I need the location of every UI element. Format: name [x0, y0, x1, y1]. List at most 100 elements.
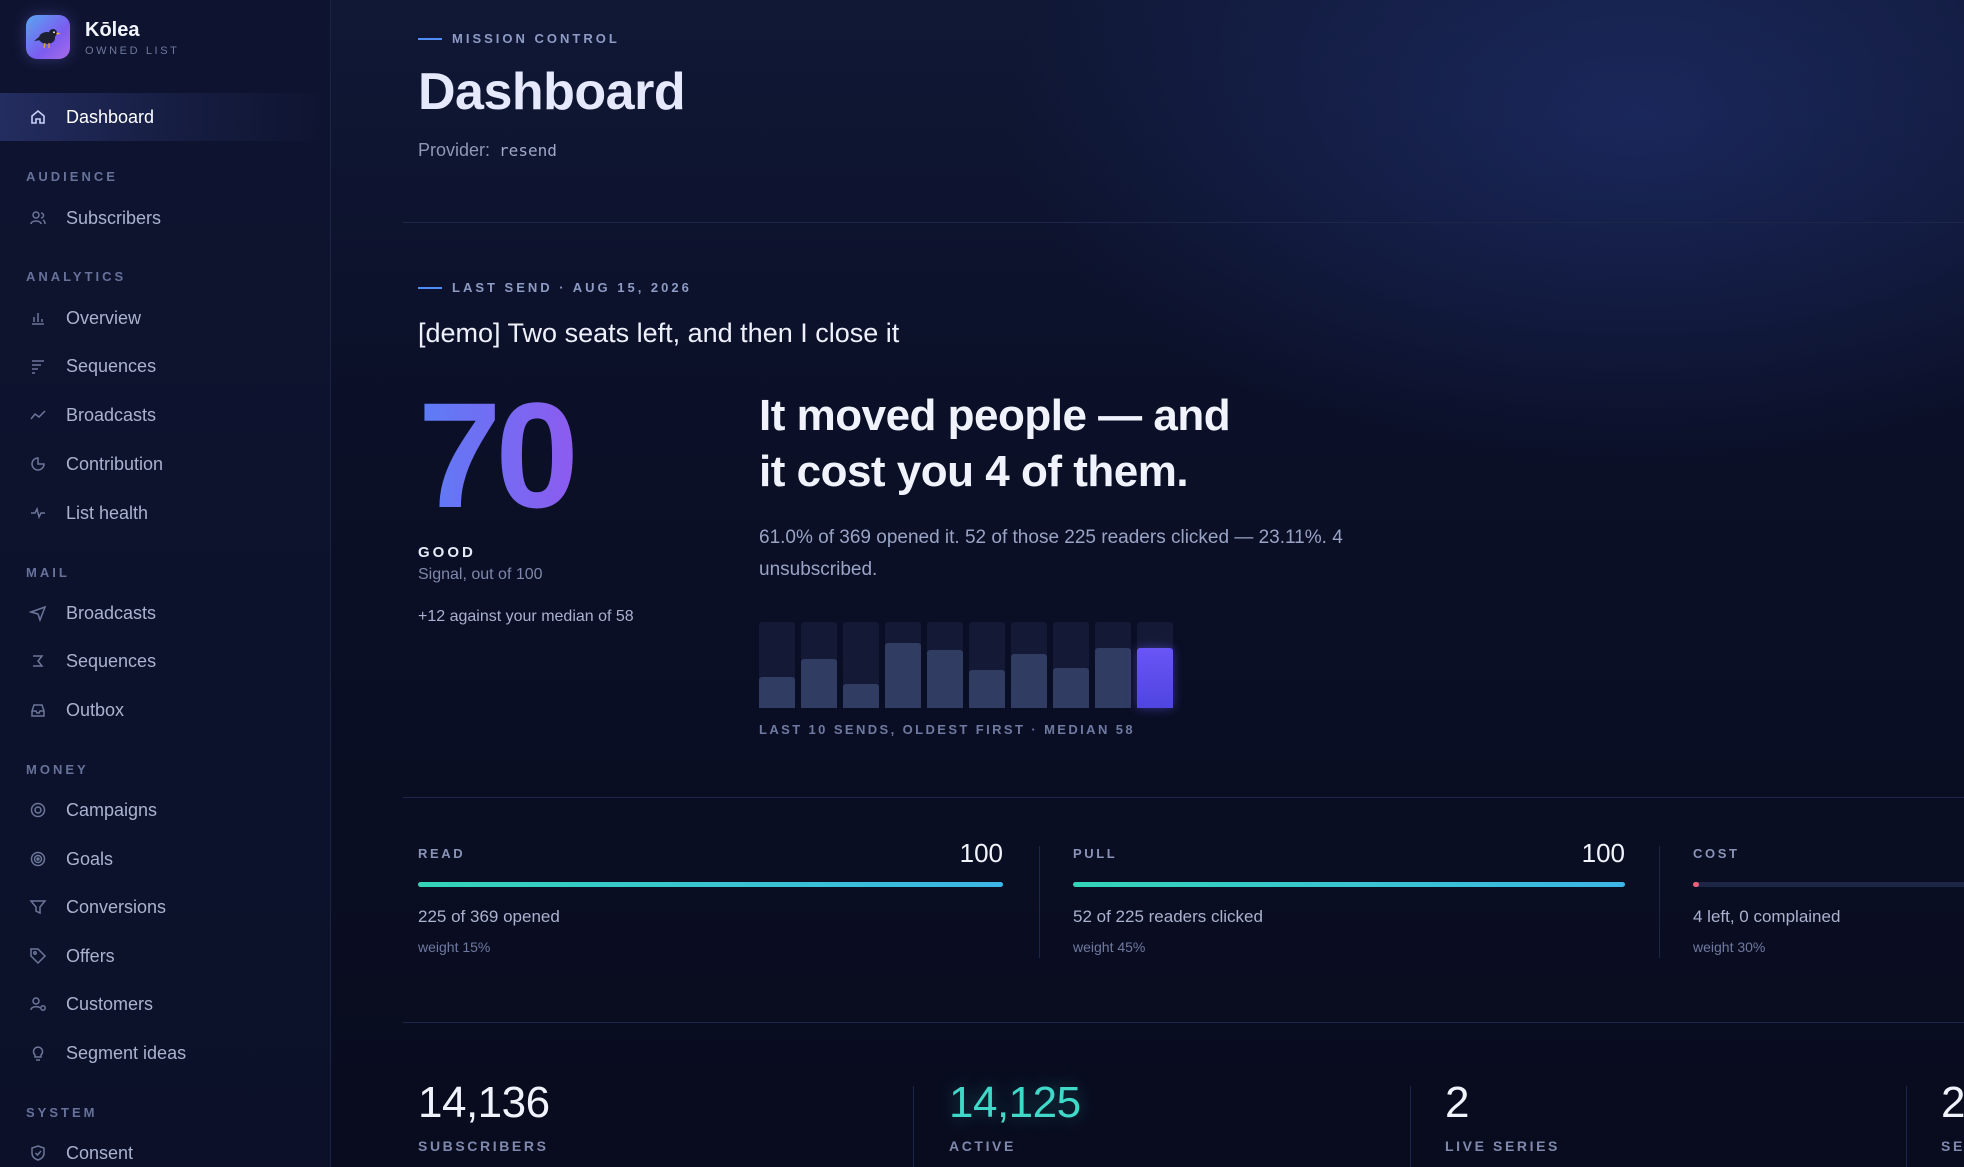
provider-line: Provider: resend	[418, 140, 557, 161]
column-divider	[1659, 846, 1660, 958]
sparkline-bar[interactable]	[1095, 648, 1131, 708]
sidebar-item-subscribers[interactable]: Subscribers	[0, 194, 331, 242]
sidebar-item-label: Conversions	[66, 896, 167, 917]
sidebar-item-consent[interactable]: Consent	[0, 1129, 331, 1167]
sparkline-bar[interactable]	[759, 677, 795, 708]
sparkline-bar[interactable]	[885, 643, 921, 708]
pulse-icon	[26, 501, 50, 525]
column-divider	[1906, 1086, 1907, 1167]
sidebar-item-sequences-mail[interactable]: Sequences	[0, 637, 331, 685]
component-read: READ 100 225 of 369 opened weight 15%	[418, 838, 1003, 955]
vs-median: +12 against your median of 58	[418, 608, 634, 625]
sidebar-item-broadcasts-mail[interactable]: Broadcasts	[0, 589, 331, 637]
component-cost: COST 4 left, 0 complained weight 30%	[1693, 846, 1964, 955]
sidebar-item-label: Overview	[66, 307, 142, 328]
component-value: 100	[959, 838, 1003, 868]
sparkline-bar[interactable]	[1011, 654, 1047, 708]
sidebar-item-overview[interactable]: Overview	[0, 294, 331, 342]
component-value: 100	[1581, 838, 1625, 868]
headline-line-1: It moved people — and	[759, 391, 1231, 440]
sparkline-slot	[1095, 622, 1131, 708]
last-send-subject[interactable]: [demo] Two seats left, and then I close …	[418, 318, 900, 348]
filter-icon	[26, 895, 50, 919]
sidebar-item-broadcasts-analytics[interactable]: Broadcasts	[0, 391, 331, 439]
divider	[403, 1022, 1964, 1023]
sequence-icon	[26, 649, 50, 673]
sparkline-caption: LAST 10 SENDS, OLDEST FIRST · MEDIAN 58	[759, 722, 1136, 737]
component-fill	[418, 882, 1003, 887]
trend-icon	[26, 403, 50, 427]
provider-label: Provider:	[418, 140, 491, 160]
inbox-icon	[26, 698, 50, 722]
page-title: Dashboard	[418, 63, 686, 121]
sidebar-item-label: Customers	[66, 993, 154, 1014]
sidebar-item-campaigns[interactable]: Campaigns	[0, 786, 331, 834]
sidebar-item-label: Goals	[66, 848, 114, 869]
component-track	[1693, 882, 1964, 887]
last-send-date: LAST SEND · AUG 15, 2026	[452, 280, 692, 295]
bar-chart-icon	[26, 306, 50, 330]
sparkline-bar[interactable]	[1053, 668, 1089, 708]
section-label-mail: MAIL	[26, 565, 70, 580]
sidebar-item-label: Outbox	[66, 699, 125, 720]
sidebar-item-list-health[interactable]: List health	[0, 489, 331, 537]
component-weight: weight 30%	[1693, 939, 1766, 955]
header-eyebrow-text: MISSION CONTROL	[452, 31, 620, 46]
component-fill	[1073, 882, 1625, 887]
sidebar-item-label: Contribution	[66, 453, 164, 474]
stat-live-series: 2 LIVE SERIES	[1445, 1078, 1560, 1154]
sparkline-slot	[927, 622, 963, 708]
users-icon	[26, 206, 50, 230]
sidebar-item-segment-ideas[interactable]: Segment ideas	[0, 1029, 331, 1077]
sparkline-slot	[885, 622, 921, 708]
sidebar-item-conversions[interactable]: Conversions	[0, 883, 331, 931]
sparkline-bar[interactable]	[843, 684, 879, 708]
sidebar-item-label: Sequences	[66, 650, 157, 671]
component-track	[418, 882, 1003, 887]
customer-icon	[26, 992, 50, 1016]
stat-value: 2	[1941, 1078, 1964, 1127]
sparkline-bar[interactable]	[801, 659, 837, 708]
sidebar: Kōlea OWNED LIST Dashboard AUDIENCE Subs…	[0, 0, 331, 1167]
sidebar-item-customers[interactable]: Customers	[0, 980, 331, 1028]
eyebrow-dash	[418, 286, 442, 289]
send-summary: 61.0% of 369 opened it. 52 of those 225 …	[759, 527, 1343, 580]
section-label-money: MONEY	[26, 762, 89, 777]
sparkline-chart	[759, 622, 1179, 708]
sidebar-item-dashboard[interactable]: Dashboard	[0, 93, 331, 141]
sidebar-item-label: Segment ideas	[66, 1042, 187, 1063]
tag-icon	[26, 944, 50, 968]
sidebar-item-sequences-analytics[interactable]: Sequences	[0, 342, 331, 390]
target-icon	[26, 798, 50, 822]
sparkline-slot	[843, 622, 879, 708]
sparkline-bar[interactable]	[927, 650, 963, 708]
sidebar-item-outbox[interactable]: Outbox	[0, 686, 331, 734]
brand-name: Kōlea	[85, 18, 140, 41]
sidebar-item-label: Dashboard	[66, 106, 155, 127]
component-desc: 225 of 369 opened	[418, 907, 560, 926]
sparkline-bar[interactable]	[969, 670, 1005, 708]
signal-score: 70	[418, 371, 579, 539]
sparkline-slot	[759, 622, 795, 708]
component-weight: weight 45%	[1073, 939, 1146, 955]
sidebar-item-contribution[interactable]: Contribution	[0, 440, 331, 488]
brand[interactable]: Kōlea OWNED LIST	[26, 15, 179, 59]
column-divider	[913, 1086, 914, 1167]
sidebar-item-label: Campaigns	[66, 799, 158, 820]
column-divider	[1410, 1086, 1411, 1167]
eyebrow-dash	[418, 37, 442, 40]
pie-icon	[26, 452, 50, 476]
sidebar-item-label: Offers	[66, 945, 115, 966]
column-divider	[1039, 846, 1040, 958]
sidebar-item-offers[interactable]: Offers	[0, 932, 331, 980]
shield-icon	[26, 1141, 50, 1165]
sidebar-item-goals[interactable]: Goals	[0, 835, 331, 883]
stat-value: 14,125	[949, 1078, 1081, 1127]
score-caption: Signal, out of 100	[418, 566, 543, 583]
section-label-analytics: ANALYTICS	[26, 269, 127, 284]
sparkline-bar[interactable]	[1137, 648, 1173, 708]
sparkline-slot	[969, 622, 1005, 708]
last-send-eyebrow: LAST SEND · AUG 15, 2026	[418, 280, 692, 295]
send-icon	[26, 601, 50, 625]
